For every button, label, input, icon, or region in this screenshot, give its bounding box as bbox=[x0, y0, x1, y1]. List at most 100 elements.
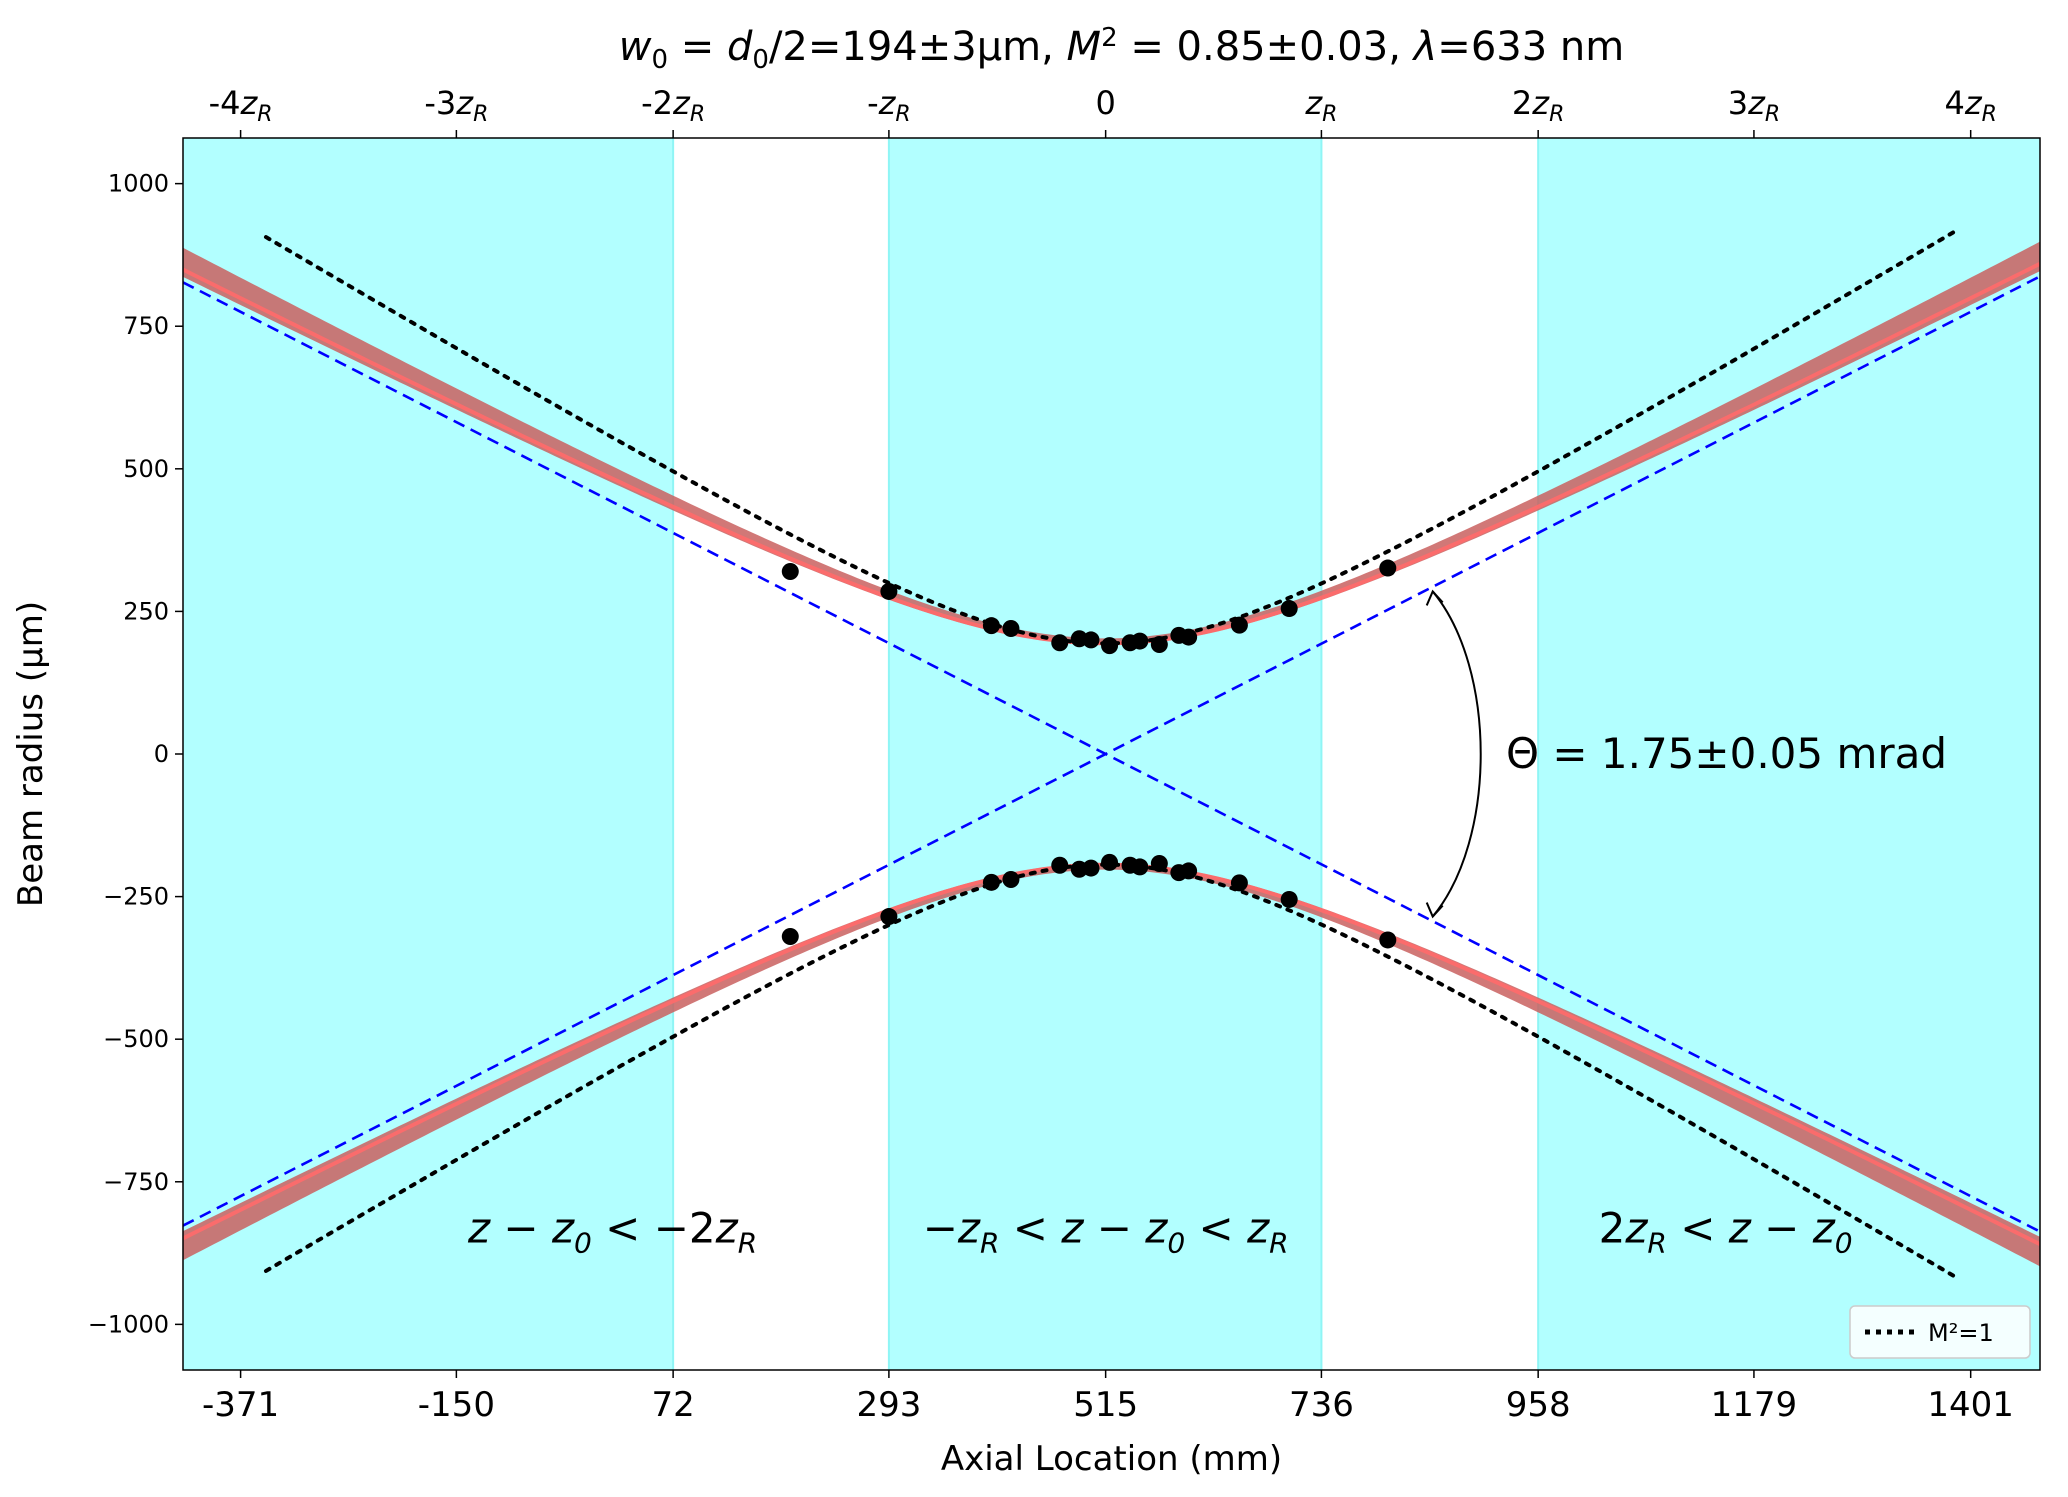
measurement-point-upper-4 bbox=[1051, 634, 1069, 652]
region-label-part: − bbox=[1083, 1203, 1145, 1252]
measurement-point-lower-4 bbox=[1051, 856, 1069, 874]
top-tick-label-0: -4zR bbox=[209, 84, 273, 127]
title-m2-sup: 2 bbox=[1101, 23, 1118, 53]
chart-title: w0 = d0/2=194±3µm, M2 = 0.85±0.03, λ=633… bbox=[619, 23, 1624, 75]
x-tick-label-6: 958 bbox=[1506, 1385, 1571, 1425]
ideal-beam-curves bbox=[263, 229, 1958, 1279]
title-d0: d bbox=[727, 24, 753, 70]
top-tick-sub: R bbox=[1322, 102, 1337, 127]
x-tick-label-5: 736 bbox=[1289, 1385, 1354, 1425]
region-label-part: z bbox=[1812, 1203, 1836, 1252]
top-tick-label-7: 3zR bbox=[1728, 84, 1780, 127]
y-tick-label-0: 1000 bbox=[108, 170, 169, 198]
top-tick-prefix: 2 bbox=[1512, 84, 1532, 122]
region-label-part: z bbox=[1728, 1203, 1752, 1252]
top-tick-label-3: -zR bbox=[867, 84, 911, 127]
measurement-point-lower-9 bbox=[1131, 858, 1149, 876]
top-tick-z: z bbox=[240, 84, 259, 122]
title-d0-sub: 0 bbox=[752, 45, 769, 75]
x-tick-label-1: -150 bbox=[418, 1385, 495, 1425]
region-label-part: z bbox=[715, 1203, 739, 1252]
title-m2-value: = 0.85±0.03, bbox=[1118, 24, 1414, 70]
x-tick-label-2: 72 bbox=[651, 1385, 694, 1425]
top-tick-label-1: -3zR bbox=[424, 84, 488, 127]
top-axis-ticks: -4zR -3zR -2zR -zR 0 zR 2zR 3zR 4zR bbox=[209, 84, 1997, 138]
top-tick-prefix: -3 bbox=[424, 84, 456, 122]
measurement-point-upper-7 bbox=[1101, 637, 1119, 655]
top-tick-prefix: 4 bbox=[1944, 84, 1964, 122]
measurement-point-lower-12 bbox=[1180, 862, 1198, 880]
top-tick-z: z bbox=[455, 84, 474, 122]
top-tick-prefix: -2 bbox=[641, 84, 673, 122]
top-tick-sub: R bbox=[1549, 102, 1564, 127]
x-axis-ticks: -371 -150 72 293 515 736 958 1179 1401 bbox=[202, 1370, 2014, 1425]
region-label-part: < bbox=[1667, 1203, 1729, 1252]
measurement-point-lower-2 bbox=[982, 873, 1000, 891]
y-tick-label-6: −500 bbox=[103, 1025, 169, 1053]
measurement-point-lower-3 bbox=[1002, 870, 1020, 888]
top-tick-z: z bbox=[1964, 84, 1983, 122]
region-label-part: z bbox=[467, 1203, 491, 1252]
divergence-angle-arc bbox=[1431, 590, 1482, 918]
y-tick-label-1: 750 bbox=[123, 312, 169, 340]
region-label-part: z bbox=[1624, 1203, 1648, 1252]
region-label-part: 0 bbox=[574, 1226, 592, 1259]
measurement-point-upper-3 bbox=[1002, 620, 1020, 638]
top-tick-z: z bbox=[1304, 84, 1323, 122]
fit-band-lower bbox=[183, 862, 2040, 1267]
top-tick-label-6: 2zR bbox=[1512, 84, 1564, 127]
divergence-angle-label: Θ = 1.75±0.05 mrad bbox=[1506, 729, 1947, 778]
measurement-point-lower-0 bbox=[781, 928, 799, 946]
region-label-part: R bbox=[980, 1226, 999, 1259]
region-label-part: − bbox=[490, 1203, 552, 1252]
top-tick-label-2: -2zR bbox=[641, 84, 705, 127]
measurement-point-upper-0 bbox=[781, 562, 799, 580]
measurement-point-lower-7 bbox=[1101, 853, 1119, 871]
title-w0-sub: 0 bbox=[652, 45, 669, 75]
title-lambda: λ bbox=[1412, 24, 1438, 70]
region-label-part: z bbox=[957, 1203, 981, 1252]
shaded-region-0 bbox=[183, 138, 674, 1370]
top-tick-z: z bbox=[1531, 84, 1550, 122]
top-tick-prefix: 3 bbox=[1728, 84, 1748, 122]
arc-arrowhead-top bbox=[1425, 589, 1444, 606]
x-tick-label-7: 1179 bbox=[1711, 1385, 1798, 1425]
asymptote-rising bbox=[183, 275, 2040, 1227]
legend: M²=1 bbox=[1849, 1305, 2031, 1359]
title-lambda-value: =633 nm bbox=[1437, 24, 1624, 70]
measurement-point-upper-15 bbox=[1379, 559, 1397, 577]
asymptote-lines bbox=[183, 275, 2040, 1233]
top-tick-label-8: 4zR bbox=[1944, 84, 1996, 127]
top-tick-sub: R bbox=[1765, 102, 1780, 127]
region-labels: z − z0 < −2zR −zR < z − z0 < zR 2zR < z − … bbox=[467, 1203, 1853, 1259]
measurement-point-lower-1 bbox=[880, 908, 898, 926]
top-tick-prefix: -4 bbox=[209, 84, 241, 122]
x-tick-label-4: 515 bbox=[1073, 1385, 1138, 1425]
region-label-part: R bbox=[1647, 1226, 1666, 1259]
y-axis-label: Beam radius (µm) bbox=[11, 601, 51, 907]
measurement-point-upper-10 bbox=[1150, 635, 1168, 653]
top-tick-label-5: zR bbox=[1304, 84, 1337, 127]
top-tick-sub: R bbox=[690, 102, 705, 127]
top-tick-sub: R bbox=[257, 102, 272, 127]
x-tick-label-3: 293 bbox=[856, 1385, 921, 1425]
region-label-part: R bbox=[738, 1226, 757, 1259]
region-label-1: −zR < z − z0 < zR bbox=[923, 1203, 1289, 1259]
title-eq: = bbox=[668, 24, 727, 70]
y-tick-label-2: 500 bbox=[123, 455, 169, 483]
top-tick-z: z bbox=[878, 84, 897, 122]
region-label-part: 0 bbox=[1167, 1226, 1185, 1259]
measurement-point-upper-2 bbox=[982, 617, 1000, 635]
region-label-part: < −2 bbox=[592, 1203, 716, 1252]
arc-arrowhead-bottom bbox=[1425, 902, 1444, 919]
region-label-part: R bbox=[1269, 1226, 1288, 1259]
asymptote-falling bbox=[183, 281, 2040, 1233]
measurement-point-upper-6 bbox=[1082, 631, 1100, 649]
region-label-part: 2 bbox=[1599, 1203, 1626, 1252]
measurement-point-upper-12 bbox=[1180, 628, 1198, 646]
region-label-part: z bbox=[1144, 1203, 1168, 1252]
region-label-part: z bbox=[551, 1203, 575, 1252]
region-label-part: < bbox=[1185, 1203, 1247, 1252]
top-tick-label-4: 0 bbox=[1095, 84, 1115, 122]
measurement-point-upper-1 bbox=[880, 582, 898, 600]
